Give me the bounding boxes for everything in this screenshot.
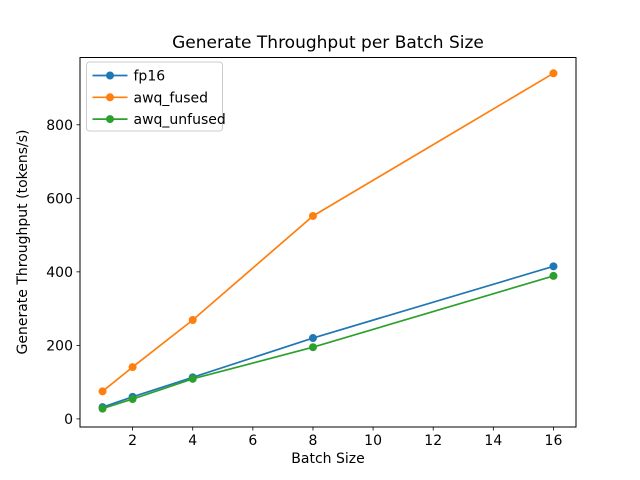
data-point-awq_fused (188, 316, 197, 325)
legend-label-fp16: fp16 (134, 69, 166, 85)
y-tick-label: 800 (46, 118, 73, 134)
data-point-awq_fused (308, 211, 317, 220)
data-point-awq_unfused (188, 374, 197, 383)
x-axis-label: Batch Size (291, 451, 364, 467)
legend-box (86, 61, 223, 132)
x-tick-label: 4 (188, 433, 197, 449)
legend-marker-fp16 (106, 71, 114, 80)
chart-title: Generate Throughput per Batch Size (172, 33, 484, 53)
legend-label-awq_fused: awq_fused (134, 90, 209, 106)
x-tick-label: 8 (309, 433, 318, 449)
data-point-awq_unfused (549, 271, 558, 280)
x-tick-label: 2 (128, 433, 137, 449)
data-point-awq_fused (549, 69, 558, 78)
y-tick-label: 400 (46, 265, 73, 281)
y-tick-label: 600 (46, 191, 73, 207)
x-tick-label: 12 (424, 433, 442, 449)
x-tick-label: 10 (364, 433, 382, 449)
series-line-awq_unfused (102, 275, 554, 410)
data-point-fp16 (308, 334, 317, 343)
legend-marker-awq_unfused (106, 115, 114, 124)
x-tick-label: 14 (484, 433, 502, 449)
data-point-awq_unfused (128, 395, 137, 404)
y-axis-label: Generate Throughput (tokens/s) (15, 130, 31, 355)
legend-label-awq_unfused: awq_unfused (134, 112, 226, 128)
y-tick-label: 200 (46, 338, 73, 354)
data-point-awq_fused (128, 363, 137, 372)
y-tick-label: 0 (64, 412, 73, 428)
data-point-awq_fused (98, 387, 107, 396)
plot-group: 2 4 6 8 10 12 14 16 0 200 400 600 800 fp16 awq_fusedaw… (46, 57, 577, 449)
x-tick-label: 16 (545, 433, 563, 449)
data-point-awq_unfused (308, 343, 317, 352)
legend-marker-awq_fused (106, 93, 114, 102)
plot-area (79, 57, 577, 428)
data-point-awq_unfused (98, 404, 107, 413)
data-point-fp16 (549, 262, 558, 271)
x-tick-label: 6 (248, 433, 257, 449)
